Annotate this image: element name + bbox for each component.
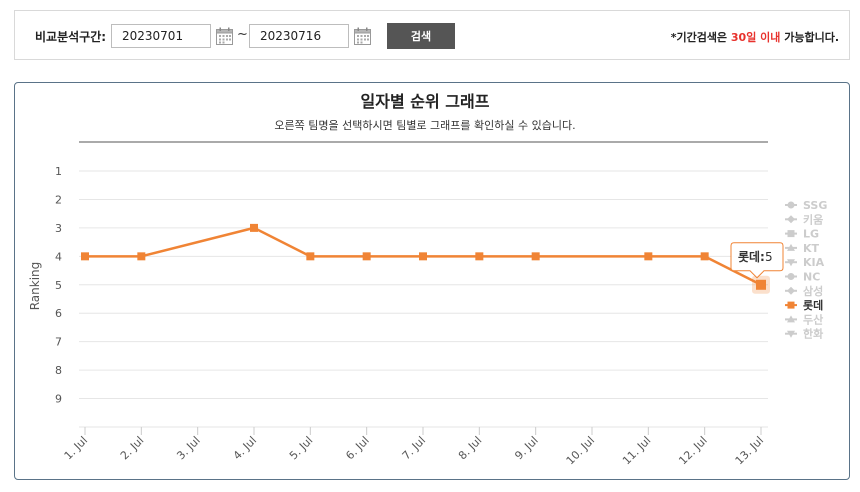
x-tick-label: 5. Jul (287, 434, 315, 462)
period-notice: *기간검색은 30일 이내 가능합니다. (670, 31, 839, 44)
start-date-input[interactable] (111, 24, 211, 48)
x-tick-label: 3. Jul (174, 434, 202, 462)
x-tick-label: 7. Jul (400, 434, 428, 462)
legend-label[interactable]: 삼성 (803, 284, 823, 298)
x-tick-label: 1. Jul (62, 434, 90, 462)
legend-label[interactable]: LG (803, 228, 819, 241)
legend-marker (787, 230, 795, 238)
legend-label[interactable]: KIA (803, 256, 825, 269)
chart-title: 일자별 순위 그래프 (361, 92, 490, 111)
end-date-input[interactable] (249, 24, 349, 48)
legend-marker (787, 215, 795, 224)
calendar-icon[interactable] (216, 27, 233, 45)
y-tick-label: 4 (55, 250, 62, 263)
legend-item[interactable]: 삼성 (785, 284, 823, 298)
legend-marker (787, 201, 795, 209)
data-point[interactable] (531, 252, 540, 261)
data-point[interactable] (700, 252, 709, 261)
data-point[interactable] (756, 279, 766, 290)
x-tick-label: 10. Jul (564, 434, 597, 467)
y-tick-label: 9 (55, 393, 62, 406)
x-tick-label: 11. Jul (620, 434, 653, 467)
data-point[interactable] (250, 223, 258, 232)
period-label: 비교분석구간: (35, 30, 107, 44)
data-point[interactable] (306, 252, 315, 261)
legend-label[interactable]: 한화 (803, 327, 823, 341)
legend-marker (787, 286, 795, 295)
y-tick-label: 8 (55, 364, 62, 377)
legend-marker (787, 330, 795, 338)
calendar-icon[interactable] (354, 27, 371, 45)
data-point[interactable] (644, 252, 653, 261)
x-tick-label: 8. Jul (456, 434, 484, 462)
ranking-chart: 일자별 순위 그래프 오른쪽 팀명을 선택하시면 팀별로 그래프를 확인하실 수… (28, 92, 827, 467)
legend-marker (787, 273, 795, 280)
legend-item[interactable]: 롯데 (785, 298, 823, 312)
x-tick-label: 2. Jul (118, 434, 146, 462)
legend-item[interactable]: 한화 (785, 327, 823, 341)
series-lotte[interactable] (81, 223, 770, 294)
legend-marker (787, 243, 795, 251)
legend-item[interactable]: KT (785, 242, 820, 255)
y-tick-label: 7 (55, 336, 62, 349)
y-axis: 1 2 3 4 5 6 7 8 9 (55, 165, 62, 406)
data-point[interactable] (362, 252, 371, 261)
chart-subtitle: 오른쪽 팀명을 선택하시면 팀별로 그래프를 확인하실 수 있습니다. (274, 118, 575, 132)
legend-item[interactable]: 두산 (785, 312, 823, 326)
x-axis: 1. Jul 2. Jul 3. Jul 4. Jul 5. Jul 6. Jul 7. J… (62, 427, 766, 467)
x-tick-label: 9. Jul (512, 434, 540, 462)
y-tick-label: 6 (55, 307, 62, 320)
chart-grid (79, 170, 768, 428)
data-point[interactable] (475, 252, 484, 261)
tooltip-label: 롯데 (738, 249, 760, 264)
data-point[interactable] (81, 252, 89, 261)
ranking-chart-panel: 일자별 순위 그래프 오른쪽 팀명을 선택하시면 팀별로 그래프를 확인하실 수… (14, 82, 850, 480)
tooltip-value: 5 (765, 250, 773, 264)
y-tick-label: 5 (55, 279, 62, 292)
legend-label[interactable]: KT (803, 242, 820, 255)
legend-marker (787, 259, 795, 267)
x-tick-label: 4. Jul (231, 434, 259, 462)
legend-item[interactable]: NC (785, 271, 820, 284)
data-point[interactable] (137, 252, 146, 261)
x-tick-label: 13. Jul (733, 434, 766, 467)
data-point[interactable] (419, 252, 427, 261)
search-button[interactable]: 검색 (387, 23, 455, 49)
legend-label[interactable]: SSG (803, 199, 827, 212)
legend-marker (787, 301, 795, 309)
legend-item[interactable]: KIA (785, 256, 825, 269)
x-tick-label: 12. Jul (676, 434, 709, 467)
y-tick-label: 3 (55, 222, 62, 235)
chart-tooltip: 롯데 5: (730, 242, 784, 279)
x-tick-label: 6. Jul (343, 434, 371, 462)
tooltip-separator: : (760, 250, 765, 264)
legend-item[interactable]: 키움 (785, 212, 823, 226)
date-separator: ~ (237, 27, 248, 42)
search-bar: 비교분석구간: ~ 검색 *기간검색은 30일 이내 가능합니다. (14, 10, 850, 60)
y-tick-label: 2 (55, 193, 62, 206)
legend-item[interactable]: LG (785, 228, 819, 241)
legend-marker (787, 315, 795, 323)
legend-label[interactable]: 두산 (803, 312, 823, 326)
legend-label[interactable]: 롯데 (803, 298, 823, 312)
y-axis-label: Ranking (28, 262, 42, 311)
tooltip-box (730, 242, 784, 279)
y-tick-label: 1 (55, 165, 62, 178)
legend-label[interactable]: 키움 (803, 212, 823, 226)
legend-label[interactable]: NC (803, 271, 820, 284)
legend-item[interactable]: SSG (785, 199, 827, 212)
